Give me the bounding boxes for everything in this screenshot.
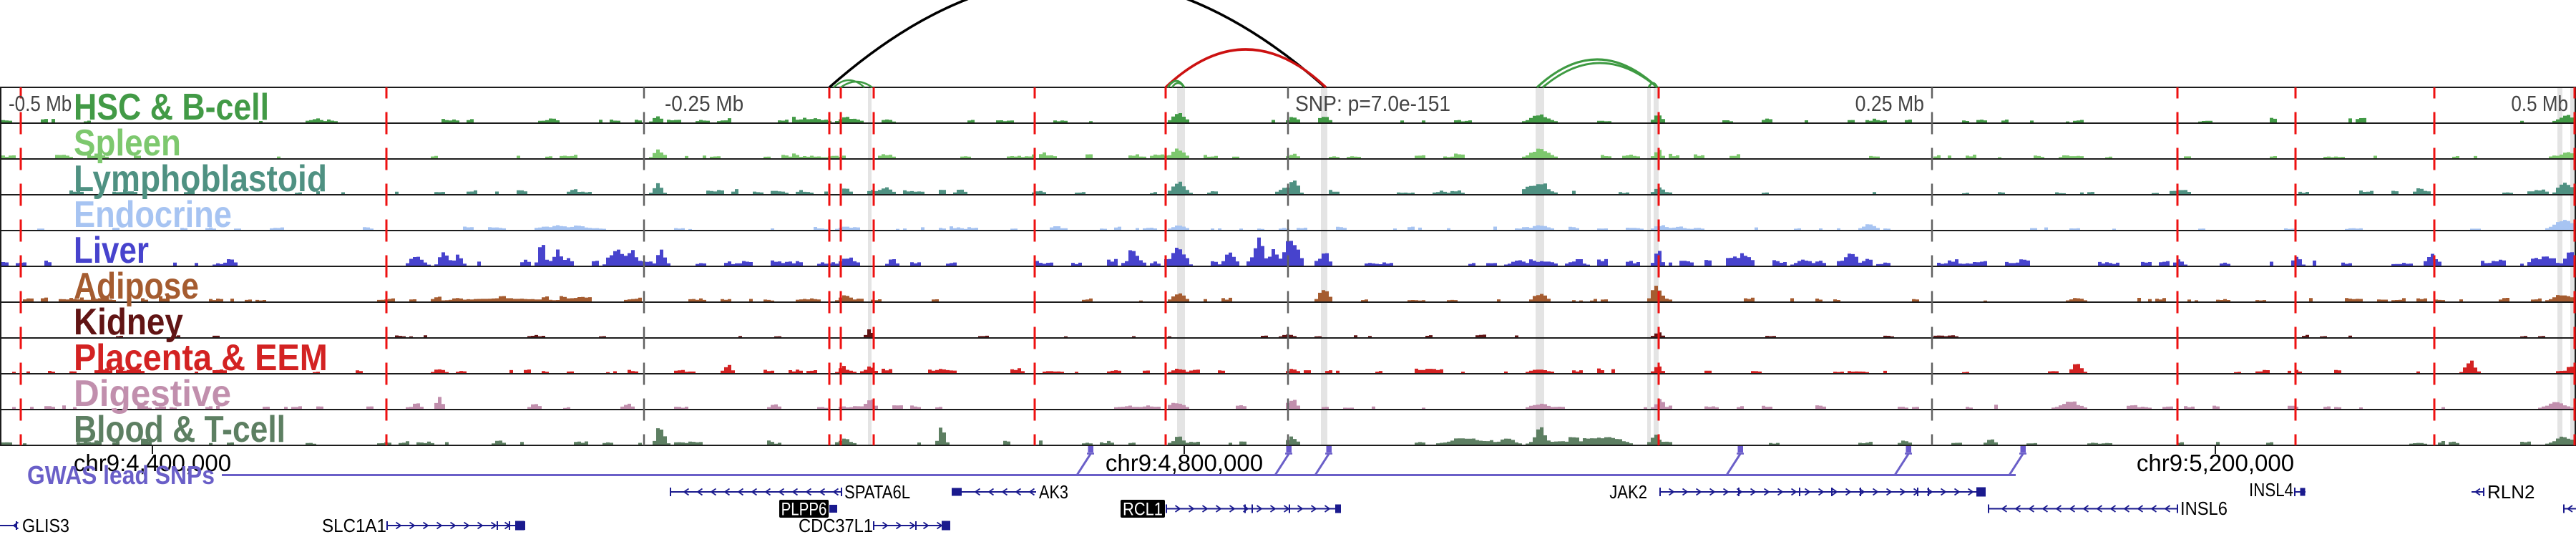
- svg-text:Blood & T-cell: Blood & T-cell: [74, 409, 286, 450]
- svg-text:GLIS3: GLIS3: [22, 516, 69, 536]
- svg-text:chr9:5,200,000: chr9:5,200,000: [2137, 450, 2294, 476]
- svg-text:INSL4: INSL4: [2249, 480, 2293, 500]
- svg-text:RCL1: RCL1: [1123, 499, 1163, 519]
- svg-text:Adipose: Adipose: [74, 266, 199, 307]
- svg-text:JAK2: JAK2: [1609, 482, 1647, 503]
- svg-text:chr9:4,800,000: chr9:4,800,000: [1106, 450, 1263, 476]
- svg-text:SNP: p=7.0e-151: SNP: p=7.0e-151: [1295, 92, 1450, 117]
- svg-text:0.25 Mb: 0.25 Mb: [1855, 92, 1924, 116]
- svg-text:RLN2: RLN2: [2487, 481, 2534, 503]
- svg-text:HSC & B-cell: HSC & B-cell: [74, 87, 269, 128]
- svg-text:Digestive: Digestive: [74, 372, 231, 414]
- svg-text:AK3: AK3: [1039, 482, 1068, 503]
- svg-text:GWAS lead SNPs: GWAS lead SNPs: [27, 461, 215, 490]
- svg-text:Spleen: Spleen: [74, 122, 181, 163]
- svg-text:Placenta & EEM: Placenta & EEM: [74, 337, 328, 379]
- svg-text:chr9:4,400,000: chr9:4,400,000: [74, 450, 231, 476]
- svg-text:INSL6: INSL6: [2180, 498, 2228, 519]
- svg-text:-0.5 Mb: -0.5 Mb: [9, 92, 72, 117]
- svg-text:0.5 Mb: 0.5 Mb: [2511, 92, 2568, 117]
- svg-text:CDC37L1: CDC37L1: [799, 516, 873, 536]
- svg-text:-0.25 Mb: -0.25 Mb: [665, 92, 743, 117]
- svg-text:Kidney: Kidney: [74, 301, 183, 342]
- svg-text:Lymphoblastoid: Lymphoblastoid: [74, 158, 327, 199]
- svg-text:PLPP6: PLPP6: [781, 499, 827, 519]
- svg-text:SPATA6L: SPATA6L: [844, 482, 910, 503]
- svg-text:Liver: Liver: [74, 230, 149, 271]
- svg-text:Endocrine: Endocrine: [74, 194, 232, 236]
- svg-text:SLC1A1: SLC1A1: [322, 516, 386, 536]
